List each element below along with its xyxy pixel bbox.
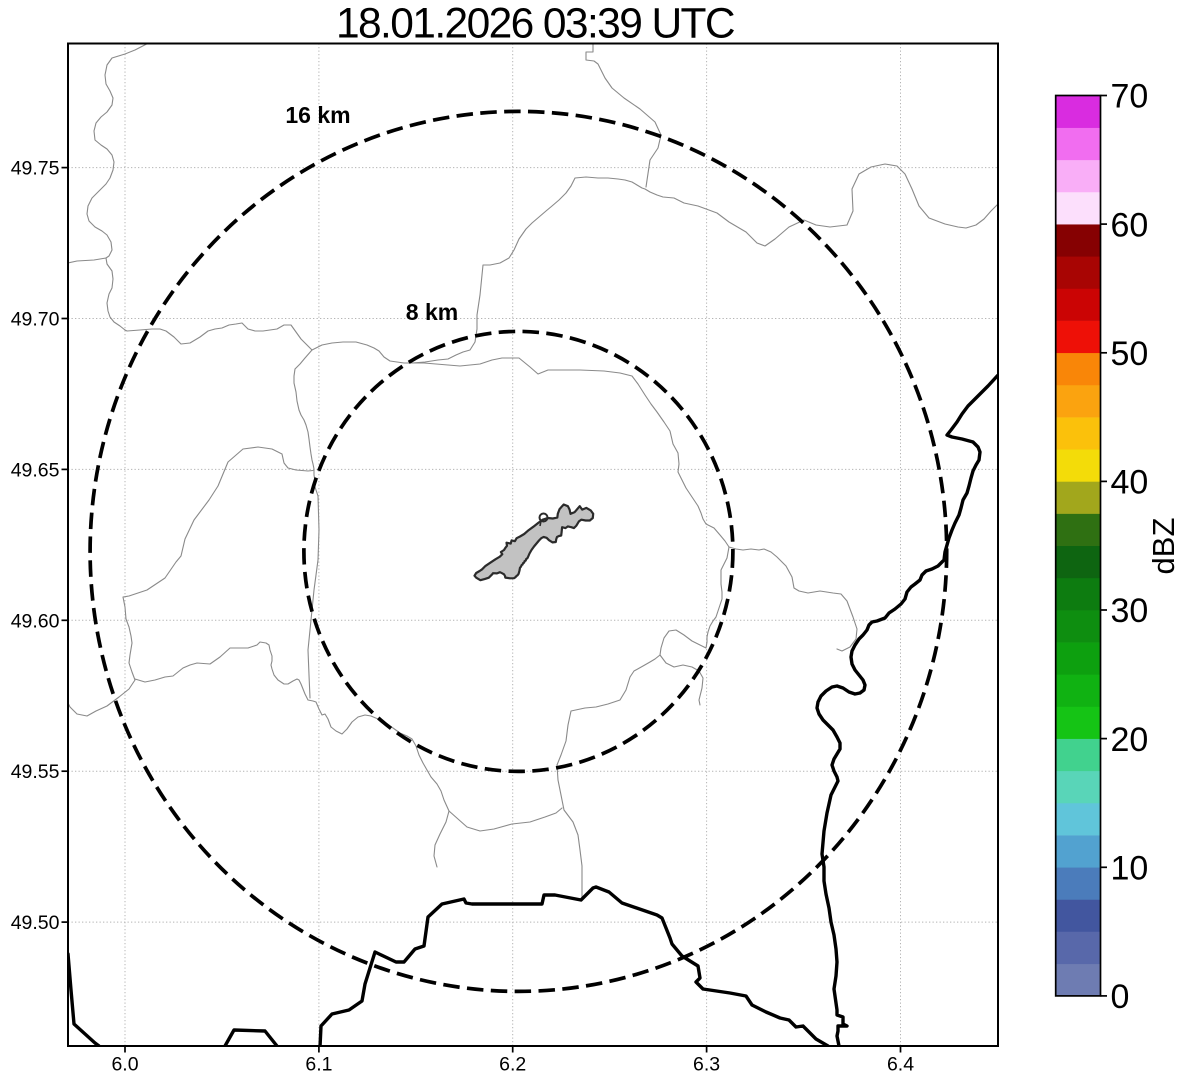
svg-text:49.65: 49.65 [11, 459, 60, 481]
svg-text:70: 70 [1111, 78, 1149, 116]
svg-text:49.60: 49.60 [11, 610, 60, 632]
svg-text:6.4: 6.4 [887, 1054, 914, 1076]
svg-text:40: 40 [1111, 464, 1149, 502]
svg-text:16 km: 16 km [285, 102, 350, 128]
svg-text:dBZ: dBZ [1146, 518, 1181, 575]
svg-text:6.3: 6.3 [693, 1054, 720, 1076]
svg-text:49.70: 49.70 [11, 309, 60, 331]
svg-text:50: 50 [1111, 335, 1149, 373]
svg-text:6.0: 6.0 [111, 1054, 138, 1076]
svg-text:60: 60 [1111, 206, 1149, 244]
svg-text:8 km: 8 km [406, 299, 458, 325]
svg-text:0: 0 [1111, 978, 1130, 1016]
svg-text:6.1: 6.1 [305, 1054, 332, 1076]
svg-text:49.75: 49.75 [11, 158, 60, 180]
svg-text:30: 30 [1111, 592, 1149, 630]
svg-text:20: 20 [1111, 721, 1149, 759]
svg-text:6.2: 6.2 [499, 1054, 526, 1076]
svg-text:10: 10 [1111, 850, 1149, 888]
svg-text:18.01.2026 03:39 UTC: 18.01.2026 03:39 UTC [336, 1, 735, 48]
svg-text:49.55: 49.55 [11, 761, 60, 783]
svg-text:49.50: 49.50 [11, 912, 60, 934]
